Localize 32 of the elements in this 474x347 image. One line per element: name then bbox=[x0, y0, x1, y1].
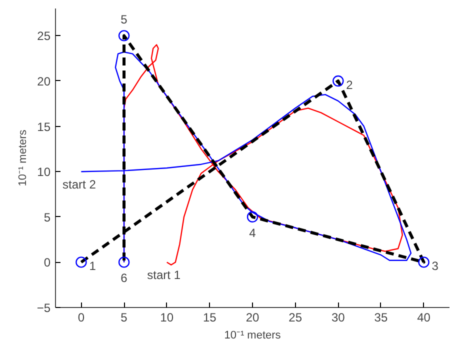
x-tick-label: 5 bbox=[120, 310, 128, 324]
x-axis-title: 10⁻¹ meters bbox=[224, 330, 282, 342]
point bbox=[76, 256, 87, 268]
x-tick-label: 30 bbox=[331, 310, 346, 324]
annotation: 2 bbox=[346, 78, 354, 92]
annotation: 4 bbox=[249, 226, 256, 240]
annotation: start 2 bbox=[62, 178, 96, 192]
y-tick-label: 25 bbox=[37, 29, 51, 44]
annotation: start 1 bbox=[147, 268, 181, 282]
annotation: 1 bbox=[89, 259, 96, 274]
point bbox=[118, 30, 130, 42]
point bbox=[418, 256, 430, 268]
point bbox=[246, 211, 258, 222]
x-tick-label: 10 bbox=[160, 310, 174, 324]
x-tick-label: 35 bbox=[374, 310, 388, 324]
y-tick-label: 0 bbox=[44, 256, 51, 270]
point bbox=[118, 256, 130, 268]
x-tick-label: 0 bbox=[78, 310, 85, 324]
annotation: 3 bbox=[432, 259, 439, 274]
y-axis-title: 10⁻¹ meters bbox=[16, 129, 29, 186]
y-tick-label: 10 bbox=[37, 165, 51, 180]
y-tick-label: −5 bbox=[36, 301, 51, 315]
y-tick-label: 15 bbox=[37, 120, 51, 134]
x-tick-label: 40 bbox=[417, 310, 431, 324]
x-tick-label: 15 bbox=[203, 310, 217, 324]
annotation: 6 bbox=[120, 271, 128, 286]
point bbox=[332, 75, 344, 87]
annotation: 5 bbox=[120, 12, 128, 27]
y-tick-label: 20 bbox=[37, 74, 51, 88]
x-tick-label: 20 bbox=[246, 310, 260, 324]
x-tick-label: 25 bbox=[288, 310, 302, 324]
y-tick-label: 5 bbox=[44, 210, 51, 224]
